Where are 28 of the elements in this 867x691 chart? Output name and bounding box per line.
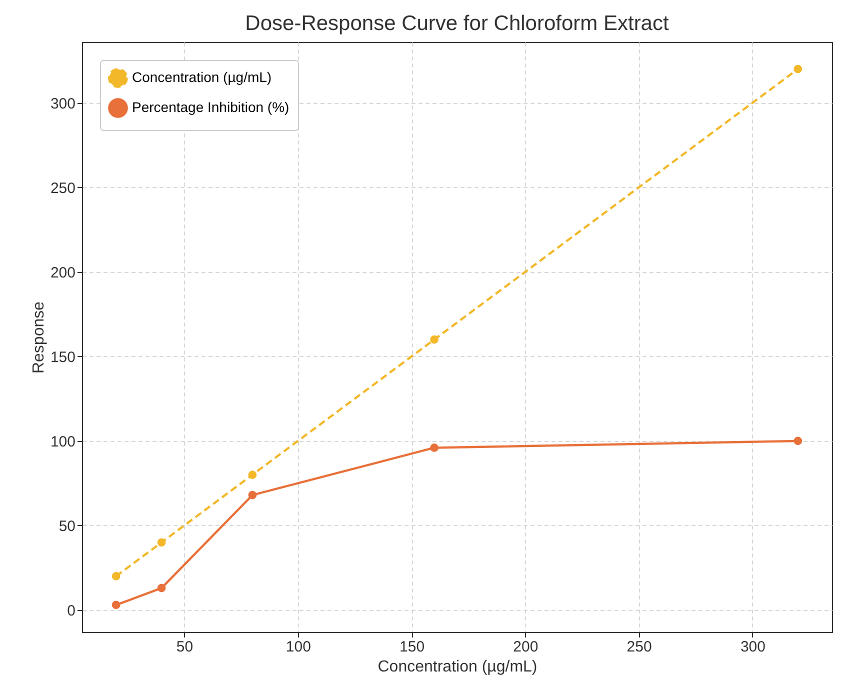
point — [248, 470, 257, 479]
y-tick-label: 300 — [50, 95, 76, 112]
point — [430, 444, 438, 452]
chart-title: Dose-Response Curve for Chloroform Extract — [245, 12, 669, 35]
legend-label: Concentration (µg/mL) — [132, 69, 272, 85]
point — [794, 64, 802, 74]
point — [157, 584, 166, 592]
y-tick-label: 0 — [67, 602, 76, 620]
y-tick-label: 250 — [50, 180, 76, 197]
point — [112, 572, 120, 580]
x-tick-label: 150 — [400, 638, 425, 656]
legend-label: Percentage Inhibition (%) — [132, 99, 290, 115]
y-tick-label: 150 — [50, 348, 76, 366]
x-tick-label: 300 — [740, 638, 766, 656]
point — [157, 538, 166, 547]
x-axis-title: Concentration (µg/mL) — [378, 658, 538, 676]
x-tick-label: 100 — [286, 638, 311, 656]
x-tick-label: 50 — [176, 638, 194, 656]
y-axis-title: Response — [30, 301, 48, 374]
point — [248, 490, 257, 500]
y-tick-label: 200 — [50, 264, 76, 282]
x-tick-label: 250 — [626, 638, 652, 656]
y-tick-label: 50 — [58, 518, 76, 535]
y-tick-label: 100 — [50, 433, 76, 450]
point — [794, 436, 802, 446]
x-tick-label: 200 — [513, 638, 538, 656]
point — [112, 600, 120, 610]
point — [430, 335, 438, 344]
